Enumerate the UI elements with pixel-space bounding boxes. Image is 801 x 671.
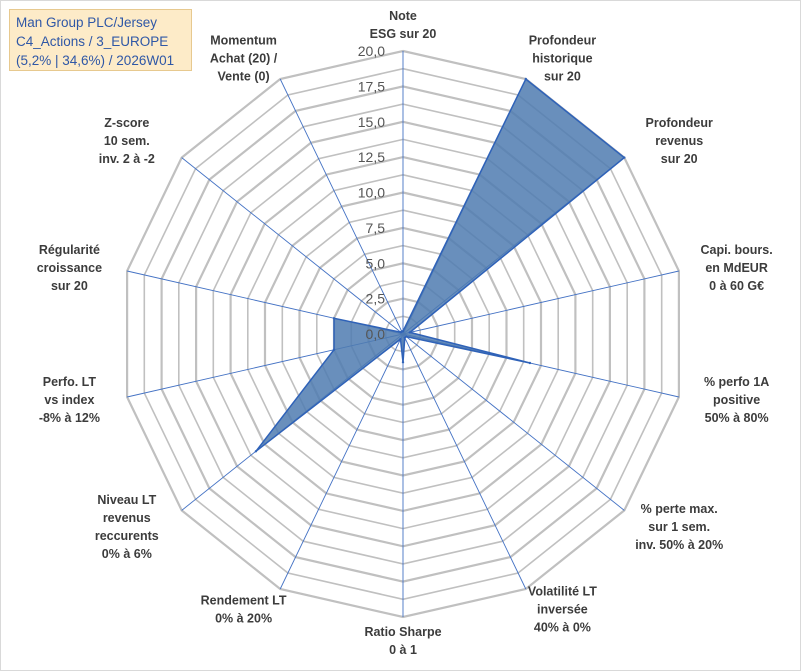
axis-label-line: reccurents <box>95 529 159 543</box>
axis-label-line: inversée <box>537 603 588 617</box>
tick-label: 0,0 <box>366 326 386 342</box>
axis-label: Ratio Sharpe 0 à 1 <box>364 625 441 657</box>
axis-label: Régularité croissance sur 20 <box>37 243 102 293</box>
title-line-2: C4_Actions / 3_EUROPE <box>16 34 169 49</box>
axis-label: Volatilité LT inversée 40% à 0% <box>528 585 597 635</box>
axis-label-line: en MdEUR <box>705 261 768 275</box>
axis-label-line: revenus <box>655 134 703 148</box>
data-point <box>332 317 336 320</box>
axis-label-line: Niveau LT <box>97 493 156 507</box>
axis-label-line: sur 20 <box>51 279 88 293</box>
axis-label-line: sur 20 <box>661 152 698 166</box>
axis-label-line: 0 à 60 G€ <box>709 279 764 293</box>
axis-label-line: Ratio Sharpe <box>364 625 441 639</box>
title-line-3: (5,2% | 34,6%) / 2026W01 <box>16 53 175 68</box>
axis-label: Z-score 10 sem. inv. 2 à -2 <box>99 116 155 166</box>
axis-label-line: inv. 2 à -2 <box>99 152 155 166</box>
axis-label: Profondeur historique sur 20 <box>529 33 596 83</box>
data-point <box>401 361 405 364</box>
axis-label-line: 0 à 1 <box>389 643 417 657</box>
data-point <box>254 450 258 453</box>
axis-label-line: 40% à 0% <box>534 621 591 635</box>
axis-label-line: Vente (0) <box>218 69 270 83</box>
axis-label-line: -8% à 12% <box>39 411 100 425</box>
axis-label-line: Volatilité LT <box>528 585 597 599</box>
title-line-1: Man Group PLC/Jersey <box>16 15 158 30</box>
data-point <box>528 361 532 365</box>
chart-title-box: Man Group PLC/Jersey C4_Actions / 3_EURO… <box>9 9 192 71</box>
axis-label-line: Note <box>389 9 417 23</box>
axis-label-line: Momentum <box>210 33 277 47</box>
axis-label: % perte max. sur 1 sem. inv. 50% à 20% <box>635 502 723 552</box>
axis-label-line: vs index <box>44 393 94 407</box>
axis-label-line: % perfo 1A <box>704 375 769 389</box>
axis-spoke <box>181 157 404 335</box>
axis-label: Profondeur revenus sur 20 <box>646 116 713 166</box>
tick-label: 20,0 <box>358 43 385 59</box>
axis-label-line: 0% à 6% <box>102 547 152 561</box>
axis-label-line: 0% à 20% <box>215 612 272 626</box>
axis-label-line: inv. 50% à 20% <box>635 538 723 552</box>
axis-spoke <box>402 333 625 511</box>
axis-label-line: sur 20 <box>544 69 581 83</box>
tick-label: 5,0 <box>366 255 386 271</box>
axis-label: Perfo. LT vs index -8% à 12% <box>39 375 100 425</box>
data-series-area <box>255 77 626 452</box>
data-point <box>623 156 626 159</box>
axis-label: Niveau LT revenus reccurents 0% à 6% <box>95 493 159 561</box>
data-point <box>400 330 403 333</box>
tick-label: 12,5 <box>358 149 385 165</box>
axis-label-line: sur 1 sem. <box>648 520 710 534</box>
axis-label-line: positive <box>713 393 760 407</box>
axis-label-line: ESG sur 20 <box>370 27 437 41</box>
axis-label-line: 10 sem. <box>104 134 150 148</box>
axis-label-line: revenus <box>103 511 151 525</box>
data-point <box>524 77 527 81</box>
data-point <box>403 336 406 339</box>
axis-label-line: Rendement LT <box>201 594 287 608</box>
axis-label-line: Z-score <box>104 116 149 130</box>
axis-spoke <box>402 333 527 590</box>
tick-label: 10,0 <box>358 185 385 201</box>
axis-spoke <box>279 78 404 335</box>
axis-label: Rendement LT 0% à 20% <box>201 594 287 626</box>
axis-label-line: Perfo. LT <box>43 375 97 389</box>
axis-label-line: % perte max. <box>641 502 718 516</box>
axis-label: Capi. bours. en MdEUR 0 à 60 G€ <box>700 243 772 293</box>
tick-label: 17,5 <box>358 78 385 94</box>
axis-label-line: Profondeur <box>646 116 713 130</box>
axis-label-line: croissance <box>37 261 102 275</box>
axis-label: Note ESG sur 20 <box>370 9 437 41</box>
axis-label-line: historique <box>532 51 592 65</box>
axis-spoke <box>279 333 404 590</box>
axis-label-line: Régularité <box>39 243 100 257</box>
axis-label: % perfo 1A positive 50% à 80% <box>704 375 769 425</box>
tick-label: 15,0 <box>358 114 385 130</box>
data-point <box>408 331 412 334</box>
axis-label-line: Achat (20) / <box>210 51 278 65</box>
axis-label-line: Profondeur <box>529 33 596 47</box>
axis-label: Momentum Achat (20) / Vente (0) <box>210 33 278 83</box>
tick-label: 2,5 <box>366 291 386 307</box>
data-point <box>332 348 336 351</box>
axis-spoke <box>402 270 680 335</box>
data-point <box>399 337 402 341</box>
axis-label-line: Capi. bours. <box>700 243 772 257</box>
axis-label-line: 50% à 80% <box>705 411 769 425</box>
tick-label: 7,5 <box>366 220 386 236</box>
